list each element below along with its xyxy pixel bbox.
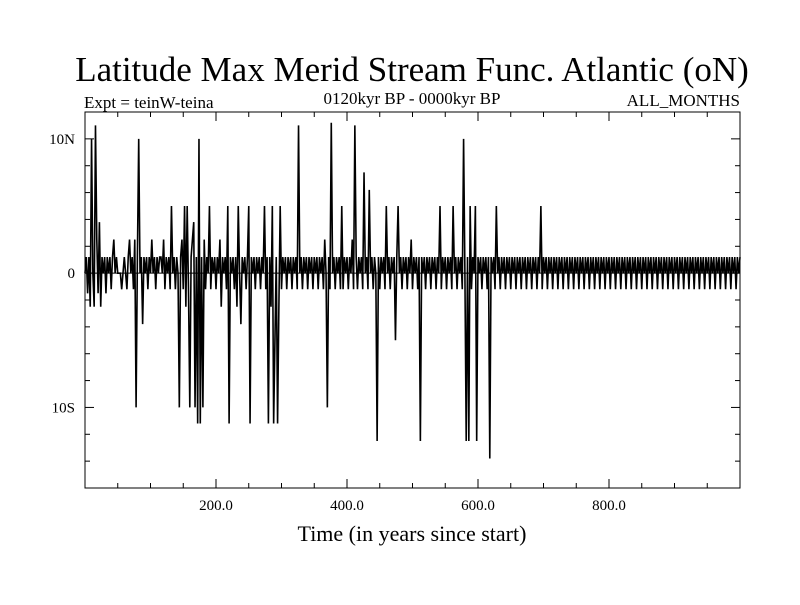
- x-tick-label: 800.0: [592, 498, 626, 514]
- chart-title: Latitude Max Merid Stream Func. Atlantic…: [75, 50, 749, 89]
- y-tick-label: 0: [68, 266, 76, 282]
- chart-subtitle-left: Expt = teinW-teina: [84, 93, 214, 112]
- y-tick-label: 10N: [49, 132, 75, 148]
- chart-subtitle-center: 0120kyr BP - 0000kyr BP: [324, 89, 501, 108]
- x-tick-label: 400.0: [330, 498, 364, 514]
- y-tick-label: 10S: [52, 400, 75, 416]
- x-tick-label: 200.0: [199, 498, 233, 514]
- series-line: [84, 122, 741, 459]
- x-tick-label: 600.0: [461, 498, 495, 514]
- x-axis-label: Time (in years since start): [298, 521, 527, 546]
- chart-subtitle-right: ALL_MONTHS: [627, 91, 740, 110]
- plot-layer: 200.0 400.0 600.0 800.0 10N 0 10S: [49, 111, 741, 514]
